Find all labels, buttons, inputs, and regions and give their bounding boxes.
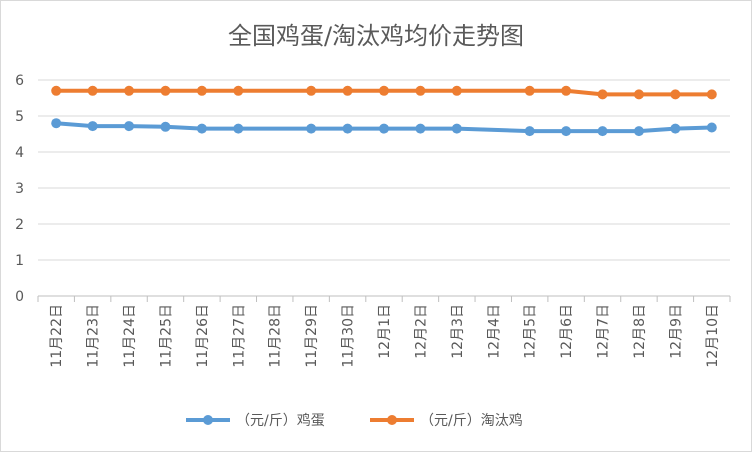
x-axis: 11月22日 11月23日 11月24日 11月25日 11月26日 11月27日 11月2… <box>37 295 731 368</box>
data-point <box>706 89 717 100</box>
x-tick-label: 11月23日 <box>86 304 102 368</box>
legend-item: （元/斤）淘汰鸡 <box>370 412 523 429</box>
data-point <box>306 85 317 96</box>
data-point <box>51 118 62 129</box>
data-point <box>561 85 572 96</box>
chart-title: 全国鸡蛋/淘汰鸡均价走势图 <box>227 22 525 50</box>
series-1 <box>51 85 717 100</box>
data-point <box>415 123 426 134</box>
y-tick-label: 6 <box>15 73 24 89</box>
data-point <box>633 89 644 100</box>
data-point <box>524 126 535 137</box>
x-tick-label: 12月8日 <box>632 304 648 359</box>
data-point <box>379 123 389 134</box>
x-tick-label: 11月25日 <box>158 304 174 368</box>
y-tick-label: 0 <box>15 289 24 305</box>
data-point <box>670 123 681 134</box>
x-tick-label: 11月22日 <box>49 304 65 368</box>
data-point <box>561 126 572 137</box>
x-tick-label: 11月27日 <box>231 304 247 368</box>
x-tick-label: 12月4日 <box>486 304 502 359</box>
x-tick-label: 11月26日 <box>195 304 211 368</box>
data-point <box>379 85 389 96</box>
data-point <box>196 85 207 96</box>
legend-marker <box>387 415 397 425</box>
data-point <box>706 122 717 133</box>
x-tick-label: 12月5日 <box>523 304 539 359</box>
data-point <box>233 123 244 134</box>
x-tick-label: 11月29日 <box>304 304 320 368</box>
y-tick-label: 5 <box>15 109 24 125</box>
data-point <box>633 126 644 137</box>
x-tick-label: 12月7日 <box>596 304 612 359</box>
data-point <box>451 85 462 96</box>
legend-item: （元/斤）鸡蛋 <box>186 412 325 429</box>
y-tick-label: 2 <box>15 217 24 233</box>
grid-lines <box>38 79 730 261</box>
legend-label: （元/斤）淘汰鸡 <box>420 412 523 429</box>
data-point <box>160 121 171 132</box>
data-point <box>415 85 426 96</box>
y-tick-label: 4 <box>15 145 24 161</box>
data-point <box>670 89 681 100</box>
data-point <box>233 85 244 96</box>
y-axis-ticks: 0 1 2 3 4 5 6 <box>15 73 24 305</box>
data-point <box>597 126 608 137</box>
data-point <box>87 121 98 132</box>
data-point <box>196 123 207 134</box>
x-tick-label: 11月24日 <box>122 304 138 368</box>
x-tick-label: 12月10日 <box>705 304 721 368</box>
data-point <box>451 123 462 134</box>
y-tick-label: 3 <box>15 181 24 197</box>
legend-label: （元/斤）鸡蛋 <box>236 412 325 429</box>
series-group <box>51 85 717 137</box>
x-tick-label: 11月30日 <box>341 304 357 368</box>
data-point <box>342 85 353 96</box>
x-tick-label: 12月3日 <box>450 304 466 359</box>
data-point <box>124 85 135 96</box>
data-point <box>524 85 535 96</box>
y-tick-label: 1 <box>15 253 24 269</box>
legend: （元/斤）鸡蛋 （元/斤）淘汰鸡 <box>186 412 523 429</box>
x-tick-label: 12月6日 <box>559 304 575 359</box>
data-point <box>124 121 135 132</box>
x-tick-label: 12月1日 <box>377 304 393 359</box>
data-point <box>342 123 353 134</box>
legend-marker <box>203 415 213 425</box>
series-0 <box>51 118 717 137</box>
data-point <box>306 123 317 134</box>
data-point <box>87 85 98 96</box>
data-point <box>160 85 171 96</box>
x-tick-label: 12月9日 <box>668 304 684 359</box>
data-point <box>51 85 62 96</box>
data-point <box>597 89 608 100</box>
x-tick-label: 11月28日 <box>268 304 284 368</box>
x-tick-label: 12月2日 <box>413 304 429 359</box>
